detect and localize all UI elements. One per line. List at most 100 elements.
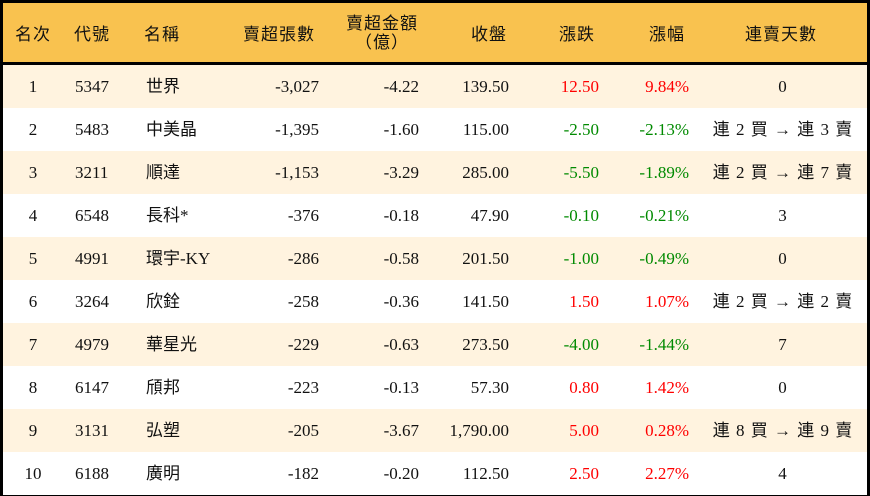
table-row: 5 4991 環宇-KY -286 -0.58 201.50 -1.00 -0.… xyxy=(3,237,867,280)
table-row: 6 3264 欣銓 -258 -0.36 141.50 1.50 1.07% 連… xyxy=(3,280,867,323)
stock-code-cell: 6147 xyxy=(75,378,109,397)
price-change-cell: 1.50 xyxy=(569,292,599,311)
stock-code-cell: 6188 xyxy=(75,464,109,483)
change-pct-cell: -1.44% xyxy=(639,335,689,354)
net-sell-amount-cell: -0.36 xyxy=(383,292,419,311)
stock-name-cell: 華星光 xyxy=(146,335,197,354)
stock-code-cell: 3211 xyxy=(75,163,109,182)
streak-days-cell: 0 xyxy=(778,378,788,397)
price-change-cell: -1.00 xyxy=(563,249,599,268)
streak-days-cell: 連 8 買 → 連 9 賣 xyxy=(712,421,854,440)
price-change-cell: -5.50 xyxy=(563,163,599,182)
rank-cell: 8 xyxy=(28,378,38,397)
close-price-cell: 273.50 xyxy=(462,335,509,354)
header-net-sell-amount: 賣超金額 （億） xyxy=(339,3,425,62)
net-sell-lots-cell: -223 xyxy=(287,378,319,397)
change-pct-cell: 1.07% xyxy=(645,292,689,311)
net-sell-amount-cell: -0.13 xyxy=(383,378,419,397)
stock-name-cell: 廣明 xyxy=(146,464,180,483)
close-price-cell: 141.50 xyxy=(462,292,509,311)
net-sell-lots-cell: -376 xyxy=(287,206,319,225)
header-rank: 名次 xyxy=(15,25,51,44)
header-name: 名稱 xyxy=(144,25,180,44)
close-price-cell: 139.50 xyxy=(462,77,509,96)
streak-days-cell: 連 2 買 → 連 3 賣 xyxy=(712,120,854,139)
net-sell-lots-cell: -182 xyxy=(287,464,319,483)
streak-days-cell: 0 xyxy=(778,77,788,96)
header-net-sell-amount-unit: （億） xyxy=(355,32,409,52)
stock-code-cell: 5347 xyxy=(75,77,109,96)
net-sell-lots-cell: -258 xyxy=(287,292,319,311)
stock-code-cell: 4979 xyxy=(75,335,109,354)
net-sell-lots-cell: -205 xyxy=(287,421,319,440)
stock-name-cell: 世界 xyxy=(146,77,180,96)
rank-cell: 6 xyxy=(28,292,38,311)
net-sell-amount-cell: -4.22 xyxy=(383,77,419,96)
stock-code-cell: 4991 xyxy=(75,249,109,268)
header-change-pct: 漲幅 xyxy=(649,25,685,44)
net-sell-lots-cell: -229 xyxy=(287,335,319,354)
change-pct-cell: -2.13% xyxy=(639,120,689,139)
price-change-cell: 2.50 xyxy=(569,464,599,483)
net-sell-amount-cell: -0.18 xyxy=(383,206,419,225)
stock-name-cell: 長科* xyxy=(146,206,189,225)
stock-code-cell: 6548 xyxy=(75,206,109,225)
net-sell-amount-cell: -3.29 xyxy=(383,163,419,182)
stock-name-cell: 順達 xyxy=(146,163,180,182)
rank-cell: 4 xyxy=(28,206,38,225)
net-sell-amount-cell: -0.63 xyxy=(383,335,419,354)
close-price-cell: 47.90 xyxy=(470,206,509,225)
change-pct-cell: 2.27% xyxy=(645,464,689,483)
header-code: 代號 xyxy=(74,25,110,44)
price-change-cell: 12.50 xyxy=(560,77,599,96)
rank-cell: 9 xyxy=(28,421,38,440)
streak-days-cell: 3 xyxy=(778,206,788,225)
table-row: 7 4979 華星光 -229 -0.63 273.50 -4.00 -1.44… xyxy=(3,323,867,366)
rank-cell: 10 xyxy=(24,464,42,483)
change-pct-cell: -0.21% xyxy=(639,206,689,225)
stock-code-cell: 3264 xyxy=(75,292,109,311)
close-price-cell: 1,790.00 xyxy=(449,421,510,440)
price-change-cell: -4.00 xyxy=(563,335,599,354)
streak-days-cell: 4 xyxy=(778,464,788,483)
rank-cell: 2 xyxy=(28,120,38,139)
close-price-cell: 285.00 xyxy=(462,163,509,182)
header-net-sell-lots: 賣超張數 xyxy=(243,25,315,44)
table-row: 10 6188 廣明 -182 -0.20 112.50 2.50 2.27% … xyxy=(3,452,867,495)
header-streak: 連賣天數 xyxy=(745,25,817,44)
streak-days-cell: 0 xyxy=(778,249,788,268)
change-pct-cell: 0.28% xyxy=(645,421,689,440)
net-sell-amount-cell: -3.67 xyxy=(383,421,419,440)
stock-name-cell: 弘塑 xyxy=(146,421,180,440)
streak-days-cell: 連 2 買 → 連 7 賣 xyxy=(712,163,854,182)
streak-days-cell: 連 2 買 → 連 2 賣 xyxy=(712,292,854,311)
header-net-sell-amount-line1: 賣超金額 xyxy=(346,13,418,33)
rank-cell: 5 xyxy=(28,249,38,268)
net-sell-lots-cell: -3,027 xyxy=(275,77,319,96)
table-row: 3 3211 順達 -1,153 -3.29 285.00 -5.50 -1.8… xyxy=(3,151,867,194)
table-row: 1 5347 世界 -3,027 -4.22 139.50 12.50 9.84… xyxy=(3,65,867,108)
header-close: 收盤 xyxy=(471,25,507,44)
close-price-cell: 57.30 xyxy=(470,378,509,397)
stock-name-cell: 欣銓 xyxy=(146,292,180,311)
stock-name-cell: 中美晶 xyxy=(146,120,197,139)
change-pct-cell: 1.42% xyxy=(645,378,689,397)
net-sell-lots-cell: -1,153 xyxy=(275,163,319,182)
header-change: 漲跌 xyxy=(559,25,595,44)
net-sell-amount-cell: -1.60 xyxy=(383,120,419,139)
price-change-cell: -2.50 xyxy=(563,120,599,139)
net-sell-amount-cell: -0.20 xyxy=(383,464,419,483)
price-change-cell: 0.80 xyxy=(569,378,599,397)
table-body: 1 5347 世界 -3,027 -4.22 139.50 12.50 9.84… xyxy=(3,65,867,495)
change-pct-cell: -0.49% xyxy=(639,249,689,268)
price-change-cell: -0.10 xyxy=(563,206,599,225)
stock-name-cell: 頎邦 xyxy=(146,378,180,397)
close-price-cell: 115.00 xyxy=(462,120,509,139)
price-change-cell: 5.00 xyxy=(569,421,599,440)
stock-code-cell: 5483 xyxy=(75,120,109,139)
table-header: 名次 代號 名稱 賣超張數 賣超金額 （億） 收盤 漲跌 漲幅 連賣天數 xyxy=(3,3,867,65)
rank-cell: 3 xyxy=(28,163,38,182)
close-price-cell: 201.50 xyxy=(462,249,509,268)
table-row: 9 3131 弘塑 -205 -3.67 1,790.00 5.00 0.28%… xyxy=(3,409,867,452)
